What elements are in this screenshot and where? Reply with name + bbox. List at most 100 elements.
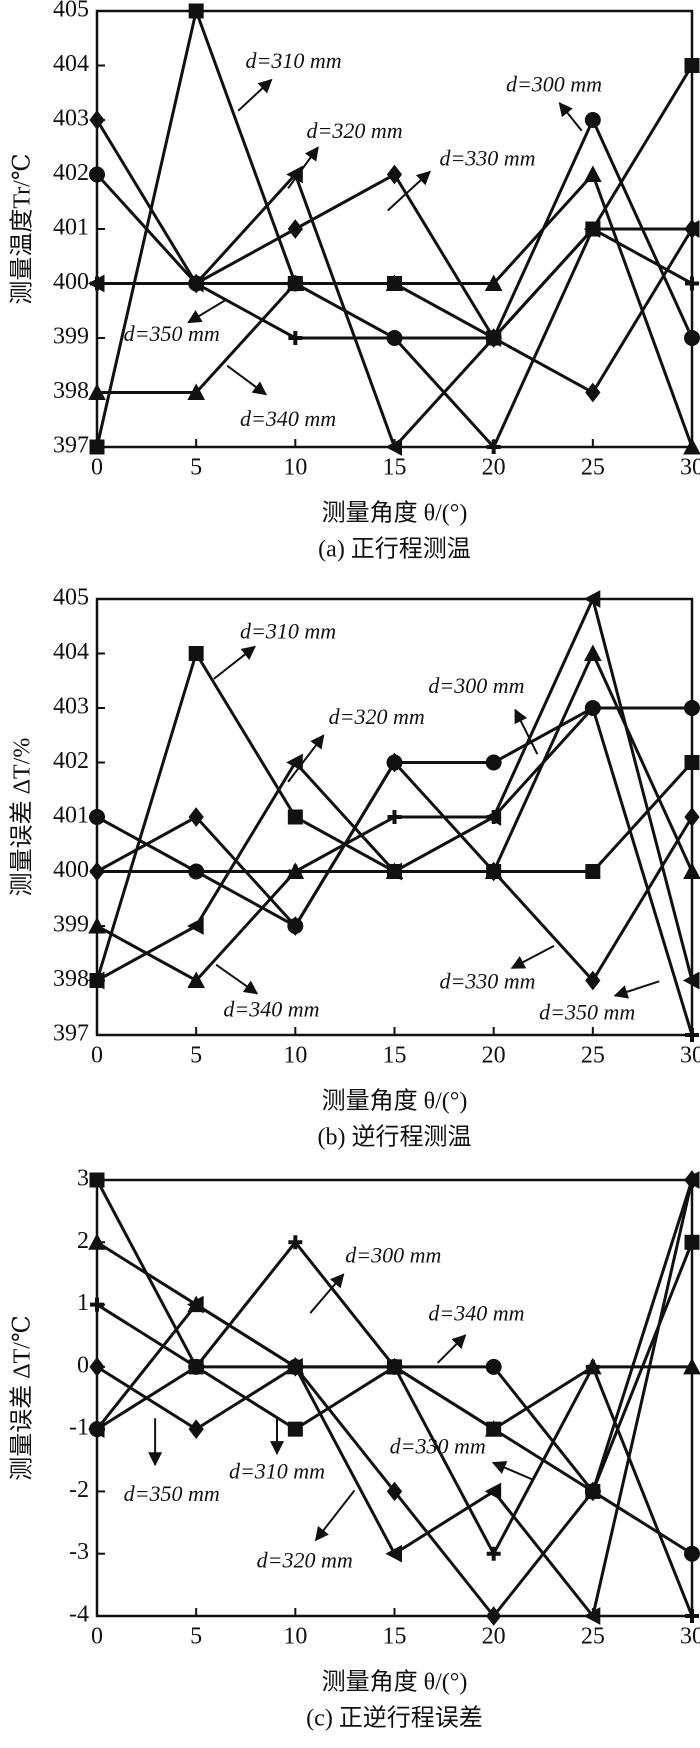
data-point — [486, 1606, 502, 1626]
y-tick-label: 399 — [53, 912, 89, 938]
x-tick-label: 20 — [482, 455, 506, 481]
data-point — [682, 971, 700, 990]
data-point — [385, 274, 404, 291]
annotation-arrow — [558, 101, 583, 132]
x-tick-label: 5 — [190, 1043, 202, 1069]
y-axis-label: 测量温度Tr/℃ — [9, 153, 36, 304]
data-point — [685, 1609, 699, 1623]
series-line — [96, 594, 694, 982]
data-point — [585, 222, 600, 236]
data-point — [583, 165, 602, 182]
data-point — [288, 1235, 303, 1250]
x-tick-label: 30 — [680, 455, 700, 481]
annotation-arrow — [613, 980, 660, 999]
data-point — [387, 810, 402, 824]
data-point — [484, 862, 503, 879]
data-point — [585, 1483, 601, 1499]
y-tick-label: 1 — [77, 1290, 89, 1316]
annotation-arrow — [309, 1273, 345, 1314]
data-point — [583, 1607, 601, 1625]
x-tick-label: 25 — [581, 1624, 605, 1650]
data-point — [88, 916, 106, 934]
annotation-arrow — [510, 944, 555, 969]
series-label: d=340 mm — [428, 1300, 524, 1325]
annotation-arrow — [215, 963, 259, 995]
annotation-arrow — [514, 708, 539, 755]
data-point — [684, 330, 700, 346]
y-tick-label: 402 — [53, 748, 89, 774]
data-point — [288, 331, 303, 345]
y-tick-label: 401 — [53, 803, 89, 829]
data-point — [89, 110, 105, 130]
data-point — [484, 274, 503, 291]
annotation-arrow — [187, 298, 228, 324]
y-tick-label: 400 — [53, 857, 89, 883]
y-tick-label: -1 — [69, 1415, 89, 1441]
x-tick-label: 15 — [383, 1624, 407, 1650]
data-point — [189, 864, 204, 879]
y-tick-label: 404 — [53, 639, 89, 665]
data-point — [486, 440, 501, 454]
data-point — [683, 862, 700, 879]
data-point — [187, 1295, 204, 1314]
data-point — [585, 864, 601, 879]
y-tick-label: 2 — [77, 1228, 89, 1254]
data-point — [585, 382, 601, 403]
y-tick-label: 397 — [53, 1021, 89, 1047]
data-point — [386, 1481, 403, 1502]
series-label: d=350 mm — [124, 321, 220, 346]
annotation-arrow — [213, 645, 256, 680]
data-point — [89, 439, 105, 455]
data-point — [683, 1357, 700, 1375]
series-label: d=340 mm — [240, 406, 336, 431]
series-line — [96, 1241, 692, 1431]
data-point — [87, 1420, 105, 1438]
data-point — [684, 807, 700, 827]
panel-caption: (c) 正逆行程误差 — [306, 1705, 483, 1732]
x-tick-label: 15 — [383, 1043, 407, 1069]
data-point — [684, 755, 700, 770]
data-point — [89, 166, 105, 183]
data-point — [385, 438, 402, 456]
y-tick-label: 400 — [53, 269, 89, 295]
data-point — [583, 590, 601, 608]
annotation-arrow — [287, 146, 319, 189]
data-point — [484, 1482, 502, 1501]
series-label: d=340 mm — [223, 996, 319, 1021]
data-point — [287, 809, 303, 825]
data-point — [286, 753, 303, 772]
y-axis-label: 测量误差 ΔT/℃ — [9, 1315, 36, 1481]
panel-caption: (a) 正行程测温 — [318, 536, 471, 563]
x-tick-label: 0 — [91, 455, 103, 481]
data-point — [387, 331, 402, 345]
annotation-arrow — [314, 1489, 356, 1542]
series-label: d=330 mm — [439, 146, 535, 171]
data-point — [188, 1419, 204, 1439]
x-axis-label: 测量角度 θ/(°) — [322, 1669, 468, 1696]
data-point — [187, 917, 204, 935]
data-point — [684, 1545, 700, 1562]
x-tick-label: 30 — [680, 1043, 700, 1069]
x-tick-label: 0 — [91, 1043, 103, 1069]
data-point — [188, 3, 204, 19]
series-label: d=300 mm — [428, 673, 524, 698]
data-point — [288, 864, 303, 879]
series-label: d=320 mm — [257, 1547, 353, 1572]
data-point — [187, 971, 206, 988]
data-point — [387, 1359, 402, 1374]
data-point — [485, 1358, 502, 1375]
x-tick-label: 25 — [581, 455, 605, 481]
panel-caption: (b) 逆行程测温 — [318, 1124, 472, 1151]
series-label: d=300 mm — [506, 71, 602, 96]
y-tick-label: 0 — [77, 1352, 89, 1378]
data-point — [585, 1359, 600, 1374]
data-point — [88, 383, 106, 400]
x-tick-label: 5 — [190, 455, 202, 481]
x-axis-label: 测量角度 θ/(°) — [322, 500, 468, 527]
data-point — [89, 1172, 105, 1188]
data-point — [486, 810, 501, 824]
series-label: d=350 mm — [124, 1481, 220, 1506]
series-label: d=310 mm — [229, 1459, 325, 1484]
